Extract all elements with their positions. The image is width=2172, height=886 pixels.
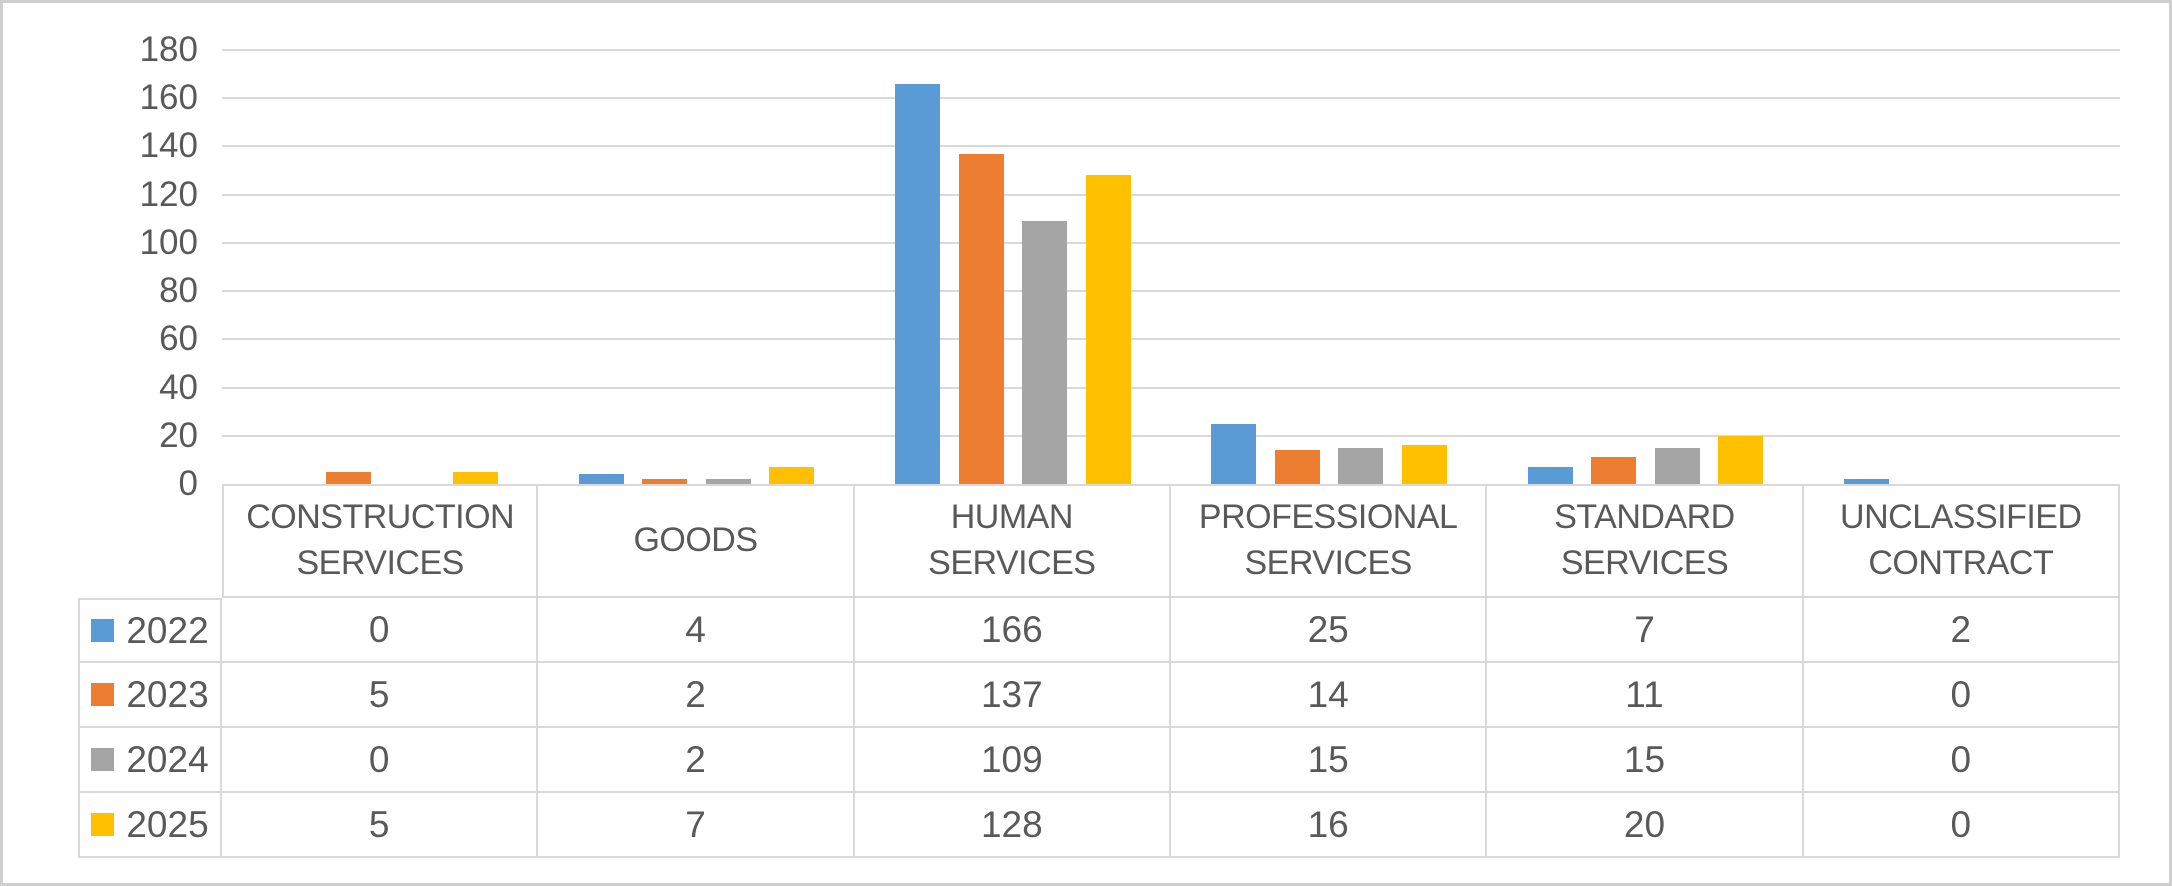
value-cell-2024-standard-services: 15 (1487, 728, 1804, 793)
y-tick-label-100: 100 (139, 222, 198, 262)
gridline-140 (222, 145, 2120, 148)
category-header-standard-services: STANDARD SERVICES (1487, 484, 1804, 598)
legend-cell-2025: 2025 (78, 793, 222, 858)
value-cell-2022-construction-services: 0 (222, 598, 539, 663)
value-cell-2024-goods: 2 (538, 728, 855, 793)
bar-2024-goods (705, 479, 751, 484)
y-tick-label-40: 40 (159, 367, 198, 407)
category-header-construction-services: CONSTRUCTION SERVICES (222, 484, 539, 598)
gridline-40 (222, 386, 2120, 389)
value-cell-2023-unclassified-contract: 0 (1803, 663, 2120, 728)
gridline-100 (222, 241, 2120, 244)
gridline-180 (222, 49, 2120, 51)
value-cell-2023-goods: 2 (538, 663, 855, 728)
series-name: 2023 (126, 673, 209, 715)
bar-2023-professional-services (1274, 450, 1320, 484)
value-cell-2022-standard-services: 7 (1487, 598, 1804, 663)
value-cell-2022-professional-services: 25 (1170, 598, 1488, 663)
series-name: 2024 (126, 738, 209, 780)
bar-2023-standard-services (1591, 457, 1637, 484)
value-cell-2022-human-services: 166 (854, 598, 1171, 663)
table-corner-cell (78, 484, 222, 598)
legend-swatch-2023 (91, 683, 115, 706)
gridline-20 (222, 434, 2120, 437)
gridline-120 (222, 193, 2120, 196)
bar-2023-goods (642, 479, 688, 484)
legend-cell-2022: 2022 (78, 598, 222, 663)
series-name: 2025 (126, 803, 209, 845)
value-cell-2025-goods: 7 (538, 793, 855, 858)
bar-2023-construction-services (325, 471, 371, 484)
y-tick-label-180: 180 (139, 30, 198, 69)
bar-2022-unclassified-contract (1844, 479, 1890, 484)
bar-2022-human-services (895, 83, 941, 484)
value-cell-2025-standard-services: 20 (1487, 793, 1804, 858)
value-cell-2025-unclassified-contract: 0 (1803, 793, 2120, 858)
legend-swatch-2025 (91, 813, 115, 836)
bar-2023-human-services (958, 153, 1004, 484)
value-cell-2023-professional-services: 14 (1170, 663, 1488, 728)
y-tick-label-120: 120 (139, 174, 198, 214)
plot-area (222, 49, 2120, 484)
category-header-human-services: HUMAN SERVICES (854, 484, 1171, 598)
value-cell-2022-goods: 4 (538, 598, 855, 663)
category-header-professional-services: PROFESSIONAL SERVICES (1170, 484, 1488, 598)
value-cell-2023-construction-services: 5 (222, 663, 539, 728)
y-tick-label-0: 0 (178, 464, 198, 503)
bar-2024-standard-services (1654, 447, 1700, 484)
y-tick-label-20: 20 (159, 415, 198, 455)
bar-2022-goods (578, 474, 624, 484)
value-cell-2024-professional-services: 15 (1170, 728, 1488, 793)
bar-2022-professional-services (1211, 423, 1257, 484)
legend-swatch-2024 (91, 748, 115, 771)
value-cell-2024-unclassified-contract: 0 (1803, 728, 2120, 793)
value-cell-2025-construction-services: 5 (222, 793, 539, 858)
bar-2025-standard-services (1718, 435, 1764, 484)
y-tick-label-60: 60 (159, 319, 198, 359)
gridline-60 (222, 338, 2120, 341)
value-cell-2022-unclassified-contract: 2 (1803, 598, 2120, 663)
category-header-unclassified-contract: UNCLASSIFIED CONTRACT (1803, 484, 2120, 598)
value-cell-2024-human-services: 109 (854, 728, 1171, 793)
bar-2025-human-services (1085, 175, 1131, 484)
bar-2024-professional-services (1338, 447, 1384, 484)
value-cell-2025-professional-services: 16 (1170, 793, 1488, 858)
bar-2022-standard-services (1527, 467, 1573, 484)
value-cell-2024-construction-services: 0 (222, 728, 539, 793)
bar-2025-professional-services (1401, 445, 1447, 484)
legend-cell-2023: 2023 (78, 663, 222, 728)
bar-2025-goods (769, 467, 815, 484)
value-cell-2023-human-services: 137 (854, 663, 1171, 728)
y-tick-label-80: 80 (159, 271, 198, 311)
legend-cell-2024: 2024 (78, 728, 222, 793)
value-cell-2023-standard-services: 11 (1487, 663, 1804, 728)
series-name: 2022 (126, 609, 209, 651)
data-table: CONSTRUCTION SERVICES GOODS HUMAN SERVICES… (78, 484, 2120, 858)
bar-2024-human-services (1022, 221, 1068, 484)
y-tick-label-140: 140 (139, 126, 198, 166)
gridline-160 (222, 97, 2120, 100)
y-tick-label-160: 160 (139, 78, 198, 118)
legend-swatch-2022 (91, 619, 115, 642)
category-header-goods: GOODS (538, 484, 855, 598)
gridline-80 (222, 290, 2120, 293)
bar-2025-construction-services (452, 471, 498, 484)
value-cell-2025-human-services: 128 (854, 793, 1171, 858)
